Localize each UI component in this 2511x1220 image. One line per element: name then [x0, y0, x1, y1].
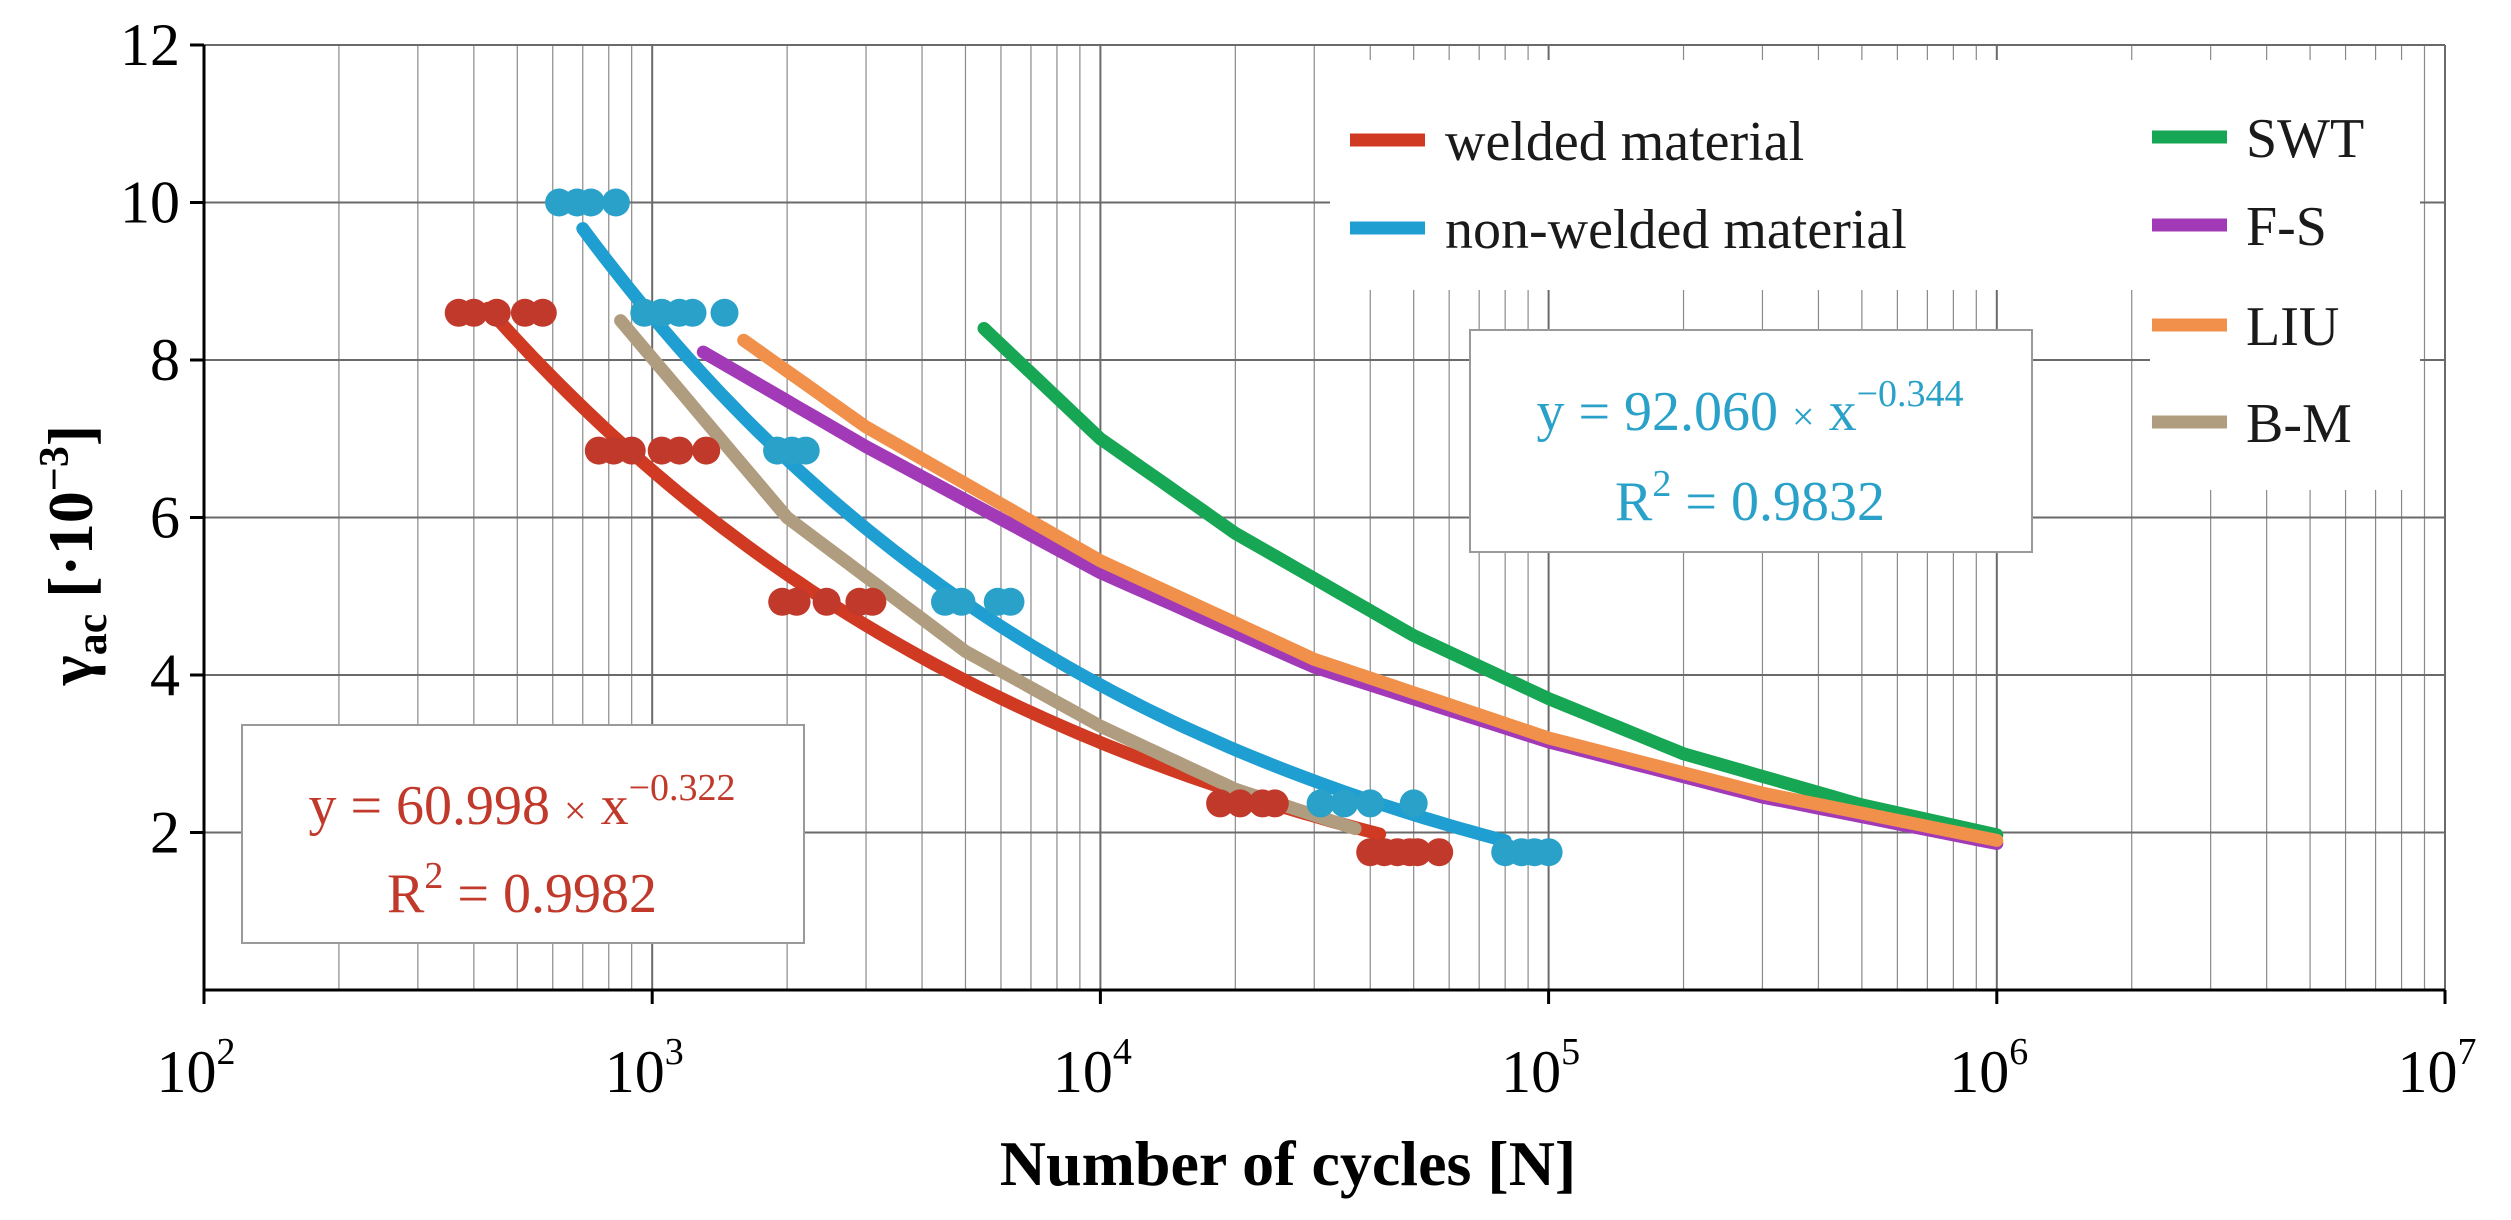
y-axis-subscript: ac — [67, 614, 116, 656]
legend-label-liu: LIU — [2246, 296, 2339, 358]
curve-liu — [737, 333, 2004, 847]
data-point-non-welded-material — [710, 298, 739, 327]
y-axis-unit-exp: −3 — [32, 446, 78, 491]
equation-non-welded-main: y = 92.060 — [1536, 381, 1792, 443]
r-squared-non-welded-label: R — [1615, 471, 1653, 533]
equation-welded: y = 60.998 × x−0.322 — [308, 767, 735, 837]
curves — [481, 222, 2004, 850]
x-tick-label-exponent: 7 — [2458, 1031, 2477, 1073]
data-point-non-welded-material — [1399, 789, 1428, 818]
r-squared-non-welded-value: = 0.9832 — [1671, 471, 1885, 533]
curve-swt — [977, 322, 2004, 842]
y-axis-unit-close: ] — [35, 425, 106, 446]
x-tick-label-base: 10 — [605, 1039, 665, 1105]
data-point-non-welded-material — [678, 298, 707, 327]
data-point-non-welded-material — [791, 436, 820, 465]
data-point-welded-material — [1226, 789, 1255, 818]
data-point-non-welded-material — [1356, 789, 1385, 818]
equation-box-non-welded-frame — [1469, 329, 2033, 553]
equation-box-welded-frame — [241, 724, 805, 944]
r-squared-non-welded-exp: 2 — [1652, 463, 1671, 505]
equation-non-welded-exp: −0.344 — [1857, 373, 1964, 415]
data-point-welded-material — [617, 436, 646, 465]
equation-welded-main: y = 60.998 — [308, 775, 564, 837]
data-point-welded-material — [1425, 838, 1454, 867]
data-point-welded-material — [1403, 838, 1432, 867]
equation-welded-exp: −0.322 — [629, 767, 736, 809]
x-tick-label-base: 10 — [1501, 1039, 1561, 1105]
x-tick-label-exponent: 3 — [665, 1031, 684, 1073]
r-squared-welded: R2 = 0.9982 — [387, 855, 657, 925]
data-point-welded-material — [812, 587, 841, 616]
data-point-welded-material — [692, 436, 721, 465]
data-point-welded-material — [782, 587, 811, 616]
x-tick-label-exponent: 2 — [217, 1031, 236, 1073]
y-tick-label: 6 — [150, 485, 180, 551]
legend-label-bm: B-M — [2246, 393, 2352, 455]
equation-welded-times: × — [564, 788, 587, 833]
data-point-welded-material — [858, 587, 887, 616]
r-squared-welded-value: = 0.9982 — [443, 863, 657, 925]
equation-non-welded-times: × — [1792, 394, 1815, 439]
x-tick-label-exponent: 6 — [2009, 1031, 2028, 1073]
r-squared-non-welded: R2 = 0.9832 — [1615, 463, 1885, 533]
y-tick-label: 8 — [150, 327, 180, 393]
data-point-non-welded-material — [601, 188, 630, 217]
y-tick-label: 2 — [150, 800, 180, 866]
data-point-welded-material — [1206, 789, 1235, 818]
r-squared-welded-exp: 2 — [424, 855, 443, 897]
x-tick-label: 107 — [2398, 1031, 2477, 1105]
equation-box-welded: y = 60.998 × x−0.322 R2 = 0.9982 — [241, 724, 805, 944]
x-tick-label-exponent: 5 — [1561, 1031, 1580, 1073]
legend-models: SWT F-S LIU B-M — [2150, 60, 2420, 490]
y-axis-title: γac [·10−3] — [32, 425, 116, 686]
x-tick-label: 105 — [1501, 1031, 1580, 1105]
r-squared-welded-label: R — [387, 863, 425, 925]
data-point-non-welded-material — [1330, 789, 1359, 818]
x-tick-label: 103 — [605, 1031, 684, 1105]
equation-welded-x: x — [587, 775, 629, 837]
equation-non-welded: y = 92.060 × x−0.344 — [1536, 373, 1963, 443]
x-tick-label-base: 10 — [1949, 1039, 2009, 1105]
data-point-non-welded-material — [1306, 789, 1335, 818]
data-point-non-welded-material — [947, 587, 976, 616]
x-tick-label-base: 10 — [157, 1039, 217, 1105]
y-tick-label: 4 — [150, 642, 180, 708]
data-points — [444, 188, 1563, 867]
equation-box-non-welded: y = 92.060 × x−0.344 R2 = 0.9832 — [1469, 329, 2033, 553]
y-axis-symbol: γ — [35, 655, 106, 686]
x-tick-label-base: 10 — [2398, 1039, 2458, 1105]
data-point-non-welded-material — [996, 587, 1025, 616]
legend-label-welded: welded material — [1445, 111, 1804, 173]
x-tick-label: 106 — [1949, 1031, 2028, 1105]
x-tick-label: 102 — [157, 1031, 236, 1105]
x-tick-label-exponent: 4 — [1113, 1031, 1132, 1073]
data-point-non-welded-material — [1534, 838, 1563, 867]
x-tick-label-base: 10 — [1053, 1039, 1113, 1105]
axes — [190, 43, 2447, 1004]
data-point-welded-material — [1260, 789, 1289, 818]
y-axis-unit-open: [·10 — [35, 491, 106, 614]
y-tick-label: 10 — [120, 170, 180, 236]
legend-label-fs: F-S — [2246, 196, 2327, 258]
data-point-welded-material — [528, 298, 557, 327]
y-tick-label: 12 — [120, 12, 180, 78]
equation-non-welded-x: x — [1815, 381, 1857, 443]
x-axis-title: Number of cycles [N] — [1000, 1128, 1576, 1199]
data-point-non-welded-material — [576, 188, 605, 217]
legend-label-swt: SWT — [2246, 108, 2364, 170]
x-tick-label: 104 — [1053, 1031, 1132, 1105]
data-point-welded-material — [665, 436, 694, 465]
legend-label-non-welded: non-welded material — [1445, 199, 1907, 261]
data-point-welded-material — [482, 298, 511, 327]
data-point-welded-material — [459, 298, 488, 327]
